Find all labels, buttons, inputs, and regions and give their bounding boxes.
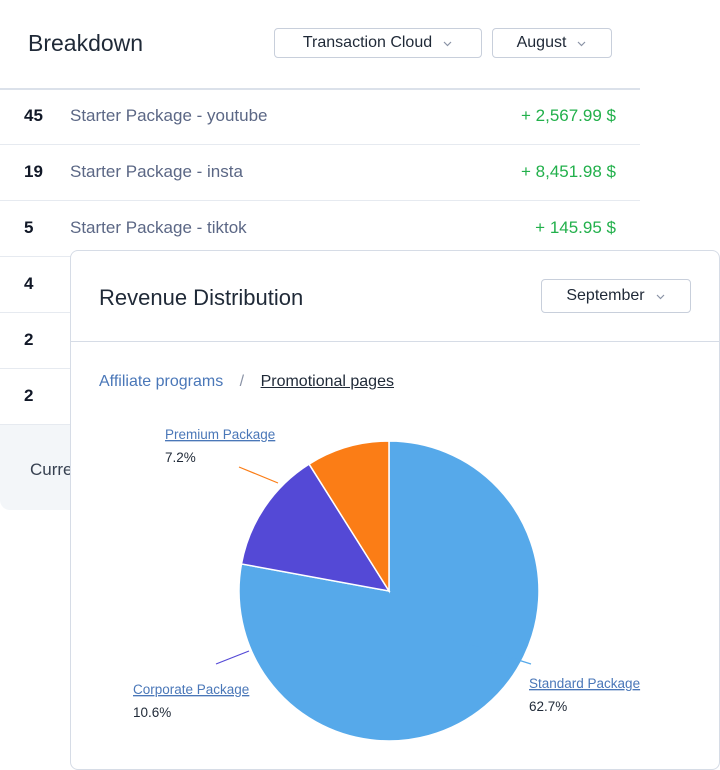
row-count: 5 [24, 218, 34, 237]
row-name: Starter Package - youtube [70, 106, 268, 125]
row-amount: + 145.95 $ [535, 218, 616, 237]
row-count: 2 [24, 386, 34, 405]
revenue-month-value: September [566, 287, 645, 304]
pie-slice-percent: 62.7% [529, 699, 567, 714]
table-row[interactable]: 45 Starter Package - youtube + 2,567.99 … [0, 88, 640, 145]
transaction-source-dropdown[interactable]: Transaction Cloud [274, 28, 482, 58]
pie-slice-percent: 10.6% [133, 705, 171, 720]
row-name: Starter Package - insta [70, 162, 243, 181]
transaction-source-value: Transaction Cloud [302, 34, 433, 51]
revenue-tabs: Affiliate programs / Promotional pages [99, 373, 394, 391]
chevron-down-icon [655, 291, 666, 302]
pie-slice-label[interactable]: Standard Package [529, 676, 640, 691]
tab-separator: / [239, 373, 245, 390]
row-name: Starter Package - tiktok [70, 218, 247, 237]
table-row[interactable]: 19 Starter Package - insta + 8,451.98 $ [0, 144, 640, 201]
footer-label: Curre [30, 460, 73, 479]
pie-leader-line [450, 638, 532, 665]
row-count: 4 [24, 274, 34, 293]
revenue-pie-chart: Standard Package 62.7% Corporate Package 10… [133, 427, 640, 742]
pie-leader-line [238, 466, 279, 484]
row-count: 19 [24, 162, 43, 181]
chevron-down-icon [442, 38, 453, 49]
row-count: 2 [24, 330, 34, 349]
revenue-header: Revenue Distribution September [71, 251, 719, 342]
breakdown-header: Breakdown Transaction Cloud August [0, 0, 640, 90]
pie-slice-label[interactable]: Premium Package [165, 427, 275, 442]
revenue-title: Revenue Distribution [99, 285, 304, 310]
table-row[interactable]: 5 Starter Package - tiktok + 145.95 $ [0, 200, 640, 257]
pie-slice-label[interactable]: Corporate Package [133, 682, 249, 697]
breakdown-month-value: August [516, 34, 567, 51]
pie-leader-line [215, 650, 250, 665]
tab-promotional-pages[interactable]: Promotional pages [260, 373, 394, 390]
revenue-month-dropdown[interactable]: September [541, 279, 691, 313]
row-count: 45 [24, 106, 43, 125]
revenue-distribution-card: Revenue Distribution September Affiliate… [70, 250, 720, 770]
row-amount: + 8,451.98 $ [520, 162, 616, 181]
pie-slice[interactable] [240, 463, 391, 593]
chevron-down-icon [576, 38, 587, 49]
pie-slice-percent: 7.2% [165, 450, 196, 465]
row-amount: + 2,567.99 $ [520, 106, 616, 125]
tab-affiliate-programs[interactable]: Affiliate programs [99, 373, 224, 390]
pie-slice[interactable] [308, 440, 390, 594]
breakdown-title: Breakdown [28, 30, 144, 56]
breakdown-month-dropdown[interactable]: August [492, 28, 612, 58]
